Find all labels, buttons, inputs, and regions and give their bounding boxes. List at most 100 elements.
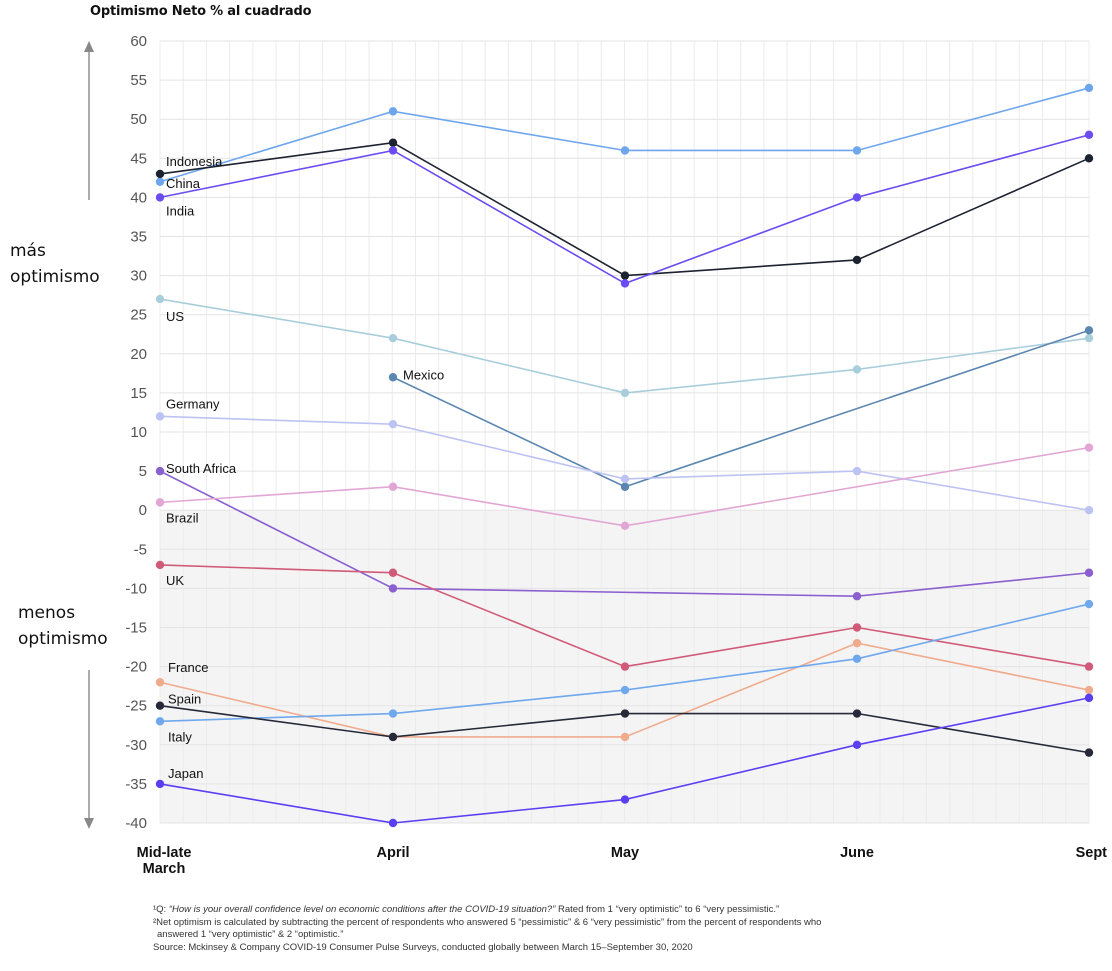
data-point bbox=[620, 521, 630, 531]
y-tick-label: 15 bbox=[130, 385, 147, 402]
y-tick-label: 30 bbox=[130, 268, 147, 285]
y-tick-label: 35 bbox=[130, 229, 147, 246]
data-point bbox=[155, 412, 165, 421]
data-point bbox=[155, 560, 165, 570]
y-tick-label: 45 bbox=[130, 150, 147, 167]
data-point bbox=[1084, 568, 1094, 577]
data-point bbox=[1084, 333, 1094, 343]
data-point bbox=[155, 177, 165, 186]
data-point bbox=[852, 623, 862, 632]
data-point bbox=[1084, 662, 1094, 671]
data-point bbox=[388, 333, 398, 343]
data-point bbox=[620, 279, 630, 288]
y-tick-label: -20 bbox=[125, 659, 147, 676]
y-tick-label: 40 bbox=[130, 189, 147, 206]
data-point bbox=[852, 638, 862, 648]
up-arrow-head bbox=[84, 41, 94, 52]
y-tick-label: -25 bbox=[125, 698, 147, 715]
series-label: India bbox=[166, 203, 195, 218]
series-label: Brazil bbox=[166, 510, 199, 525]
data-point bbox=[1084, 599, 1094, 609]
data-point bbox=[155, 678, 165, 687]
data-point bbox=[388, 419, 398, 429]
data-point bbox=[852, 466, 862, 476]
y-tick-label: -10 bbox=[125, 580, 147, 597]
data-point bbox=[620, 795, 630, 804]
y-tick-label: -5 bbox=[134, 541, 147, 558]
data-point bbox=[1084, 326, 1094, 335]
footnote-1-suffix: Rated from 1 “very optimistic” to 6 “ver… bbox=[555, 904, 780, 915]
series-label: US bbox=[166, 309, 184, 324]
footnote-2-line1: ²Net optimism is calculated by subtracti… bbox=[153, 916, 822, 928]
y-tick-label: 60 bbox=[130, 33, 147, 50]
data-point bbox=[155, 193, 165, 202]
x-tick-label: June bbox=[840, 845, 874, 861]
data-point bbox=[620, 685, 630, 695]
data-point bbox=[620, 662, 630, 671]
series-label: China bbox=[166, 176, 201, 191]
footnote-1-prefix: ¹Q: bbox=[153, 904, 169, 915]
data-point bbox=[388, 584, 398, 593]
data-point bbox=[1084, 130, 1094, 140]
data-point bbox=[155, 466, 165, 476]
x-tick-label: March bbox=[143, 861, 186, 877]
data-point bbox=[1084, 506, 1094, 515]
y-tick-label: -40 bbox=[125, 815, 147, 832]
less-optimism-line1: menos bbox=[18, 603, 76, 623]
data-point bbox=[620, 482, 630, 491]
data-point bbox=[852, 365, 862, 374]
y-tick-label: 20 bbox=[130, 346, 147, 363]
y-tick-label: 0 bbox=[139, 502, 147, 519]
x-tick-label: Sept bbox=[1076, 845, 1108, 861]
y-tick-label: -30 bbox=[125, 737, 147, 754]
more-optimism-line1: más bbox=[10, 241, 46, 261]
data-point bbox=[1084, 685, 1094, 695]
data-point bbox=[155, 779, 165, 789]
y-tick-label: -15 bbox=[125, 620, 147, 637]
data-point bbox=[155, 169, 165, 179]
data-point bbox=[1084, 693, 1094, 703]
series-label: Germany bbox=[166, 396, 220, 411]
data-point bbox=[852, 146, 862, 155]
line-chart: 605550454035302520151050-5-10-15-20-25-3… bbox=[84, 33, 1108, 877]
series-label: UK bbox=[166, 573, 184, 588]
data-point bbox=[1084, 154, 1094, 163]
down-arrow-head bbox=[84, 818, 94, 829]
data-point bbox=[620, 709, 630, 718]
data-point bbox=[388, 732, 398, 742]
footnote-1-question: “How is your overall confidence level on… bbox=[168, 904, 556, 915]
data-point bbox=[1084, 748, 1094, 757]
chart-subtitle: Optimismo Neto % al cuadrado bbox=[90, 4, 312, 19]
footnotes: ¹Q: “How is your overall confidence leve… bbox=[153, 904, 1053, 954]
series-label: Spain bbox=[168, 692, 201, 707]
data-point bbox=[388, 709, 398, 718]
series-label: Italy bbox=[168, 729, 192, 744]
footnote-2-line2: answered 1 “very optimistic” & 2 “optimi… bbox=[157, 929, 344, 940]
y-tick-label: 55 bbox=[130, 72, 147, 89]
data-point bbox=[1084, 83, 1094, 93]
x-tick-label: May bbox=[611, 845, 639, 861]
y-tick-label: 25 bbox=[130, 307, 147, 324]
series-label: Indonesia bbox=[166, 154, 223, 169]
data-point bbox=[388, 482, 398, 491]
less-optimism-label: menos optimismo bbox=[18, 600, 108, 652]
y-tick-label: 5 bbox=[139, 463, 147, 480]
y-tick-label: -35 bbox=[125, 776, 147, 793]
data-point bbox=[388, 568, 398, 577]
x-tick-label: April bbox=[376, 845, 409, 861]
data-point bbox=[620, 146, 630, 155]
data-point bbox=[620, 388, 630, 398]
footnote-1: ¹Q: “How is your overall confidence leve… bbox=[153, 904, 1053, 917]
data-point bbox=[852, 654, 862, 663]
x-tick-label: Mid-late bbox=[137, 845, 192, 861]
data-point bbox=[388, 107, 398, 116]
series-label: Japan bbox=[168, 766, 203, 781]
series-label: South Africa bbox=[166, 461, 237, 476]
data-point bbox=[388, 818, 398, 828]
series-label: Mexico bbox=[403, 367, 444, 382]
data-point bbox=[852, 255, 862, 265]
series-line bbox=[159, 446, 1090, 527]
data-point bbox=[388, 146, 398, 155]
data-point bbox=[1084, 443, 1094, 452]
data-point bbox=[852, 709, 862, 718]
